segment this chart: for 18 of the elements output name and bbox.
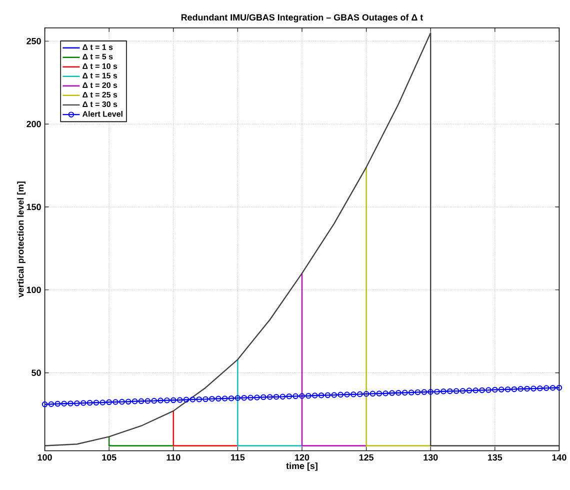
x-tick-label: 125 [359, 454, 374, 461]
line-series [44, 32, 560, 447]
y-tick-label: 100 [26, 286, 41, 294]
y-tick-label: 250 [26, 38, 41, 45]
y-tick-label: 50 [32, 370, 41, 376]
x-tick-label: 100 [38, 454, 52, 461]
x-tick-label: 120 [295, 454, 310, 461]
x-tick-label: 130 [424, 454, 438, 461]
x-tick-label: 110 [166, 454, 180, 461]
x-tick-label: 140 [552, 454, 566, 461]
y-tick-label: 150 [26, 204, 41, 210]
chart-title: Redundant IMU/GBAS Integration – GBAS Outages of Δ t [181, 14, 424, 23]
x-axis-title: time [s] [286, 462, 318, 472]
y-axis-title: vertical protection level [m] [17, 182, 26, 298]
x-tick-label: 135 [488, 454, 502, 461]
y-tick-label: 200 [26, 121, 41, 128]
x-tick-label: 115 [231, 454, 245, 461]
x-tick-label: 105 [102, 454, 116, 461]
